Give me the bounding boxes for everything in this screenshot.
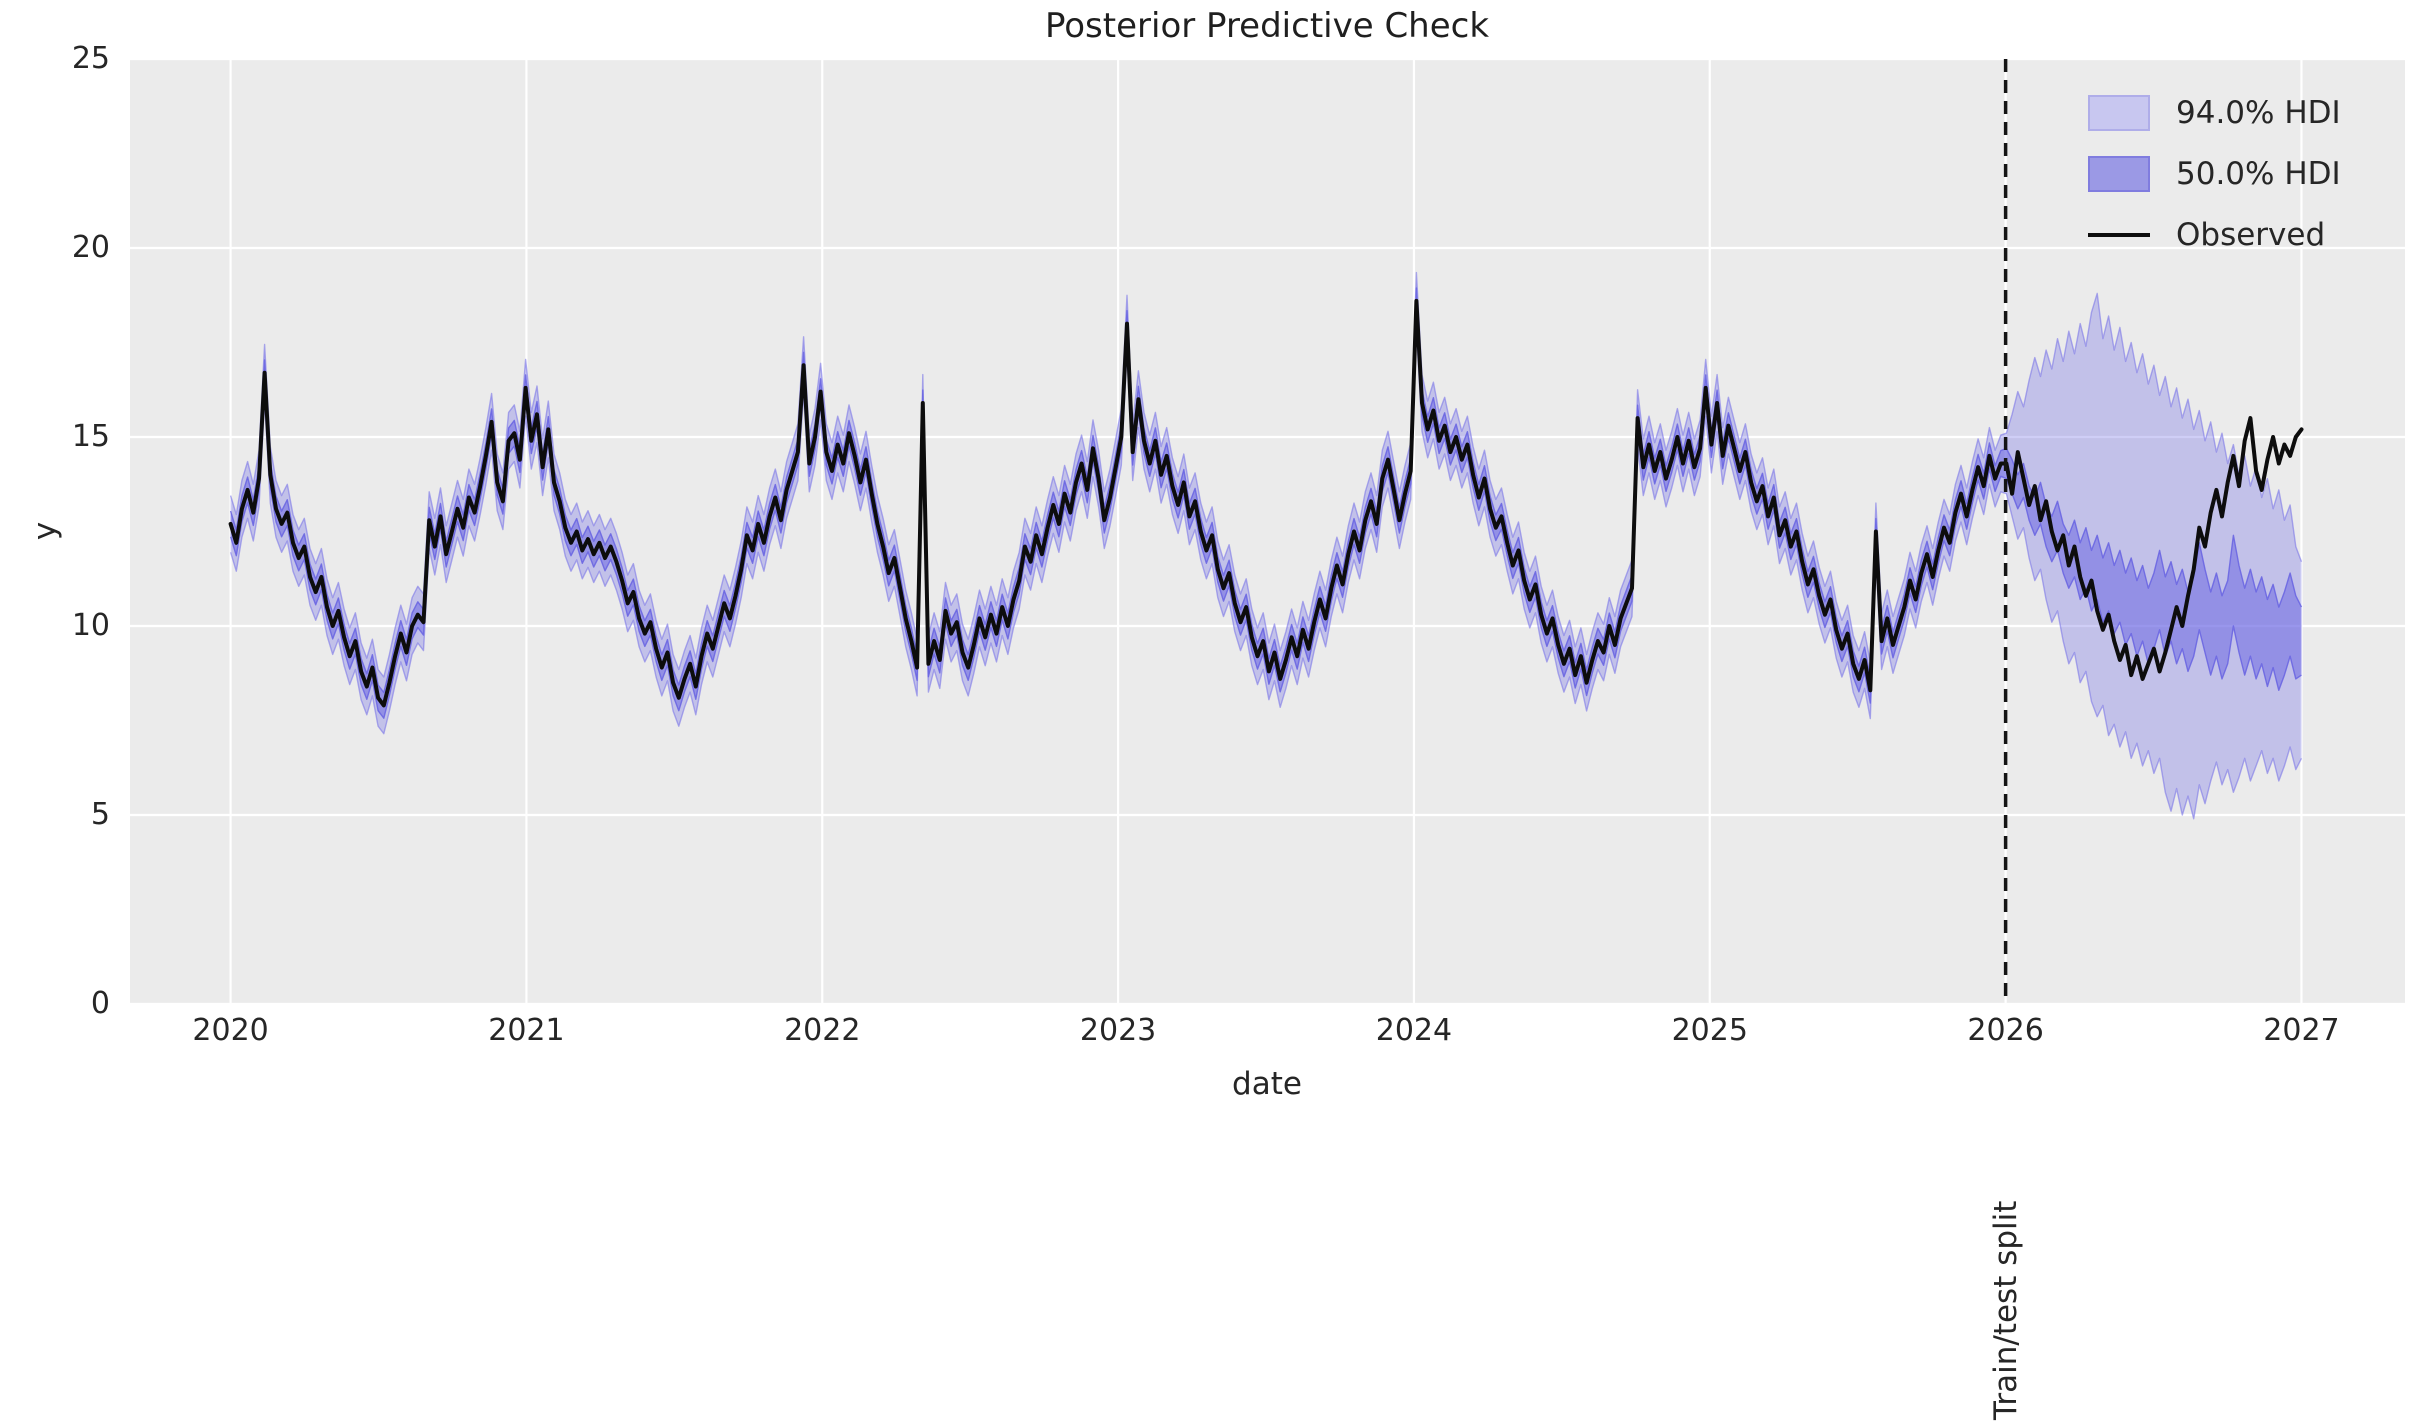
x-tick-label: 2025 <box>1671 1013 1748 1048</box>
y-tick-label: 15 <box>71 419 110 454</box>
legend: 94.0% HDI 50.0% HDI Observed <box>2088 94 2341 277</box>
observed-line-swatch <box>2088 233 2150 237</box>
legend-label: 50.0% HDI <box>2176 156 2341 192</box>
x-axis-label: date <box>1232 1066 1302 1102</box>
y-tick-label: 20 <box>71 230 110 265</box>
chart-title: Posterior Predictive Check <box>1044 6 1490 46</box>
legend-label: 94.0% HDI <box>2176 95 2341 131</box>
x-tick-label: 2020 <box>192 1013 269 1048</box>
y-tick-label: 5 <box>90 797 110 832</box>
hdi94-swatch <box>2088 95 2150 131</box>
y-tick-label: 25 <box>71 41 110 76</box>
x-tick-label: 2024 <box>1375 1013 1453 1048</box>
y-axis-label: y <box>27 521 63 541</box>
legend-item-observed: Observed <box>2088 216 2341 254</box>
hdi50-swatch <box>2088 156 2150 192</box>
x-tick-label: 2022 <box>784 1013 861 1048</box>
legend-item-hdi50: 50.0% HDI <box>2088 155 2341 193</box>
x-tick-label: 2021 <box>488 1013 565 1048</box>
legend-label: Observed <box>2176 217 2326 253</box>
x-tick-label: 2027 <box>2263 1013 2340 1048</box>
train-test-split-label: Train/test split <box>1988 1200 2024 1420</box>
legend-item-hdi94: 94.0% HDI <box>2088 94 2341 132</box>
y-tick-label: 0 <box>90 986 110 1021</box>
y-tick-label: 10 <box>71 608 110 643</box>
x-tick-label: 2023 <box>1079 1013 1157 1048</box>
x-tick-label: 2026 <box>1967 1013 2044 1048</box>
